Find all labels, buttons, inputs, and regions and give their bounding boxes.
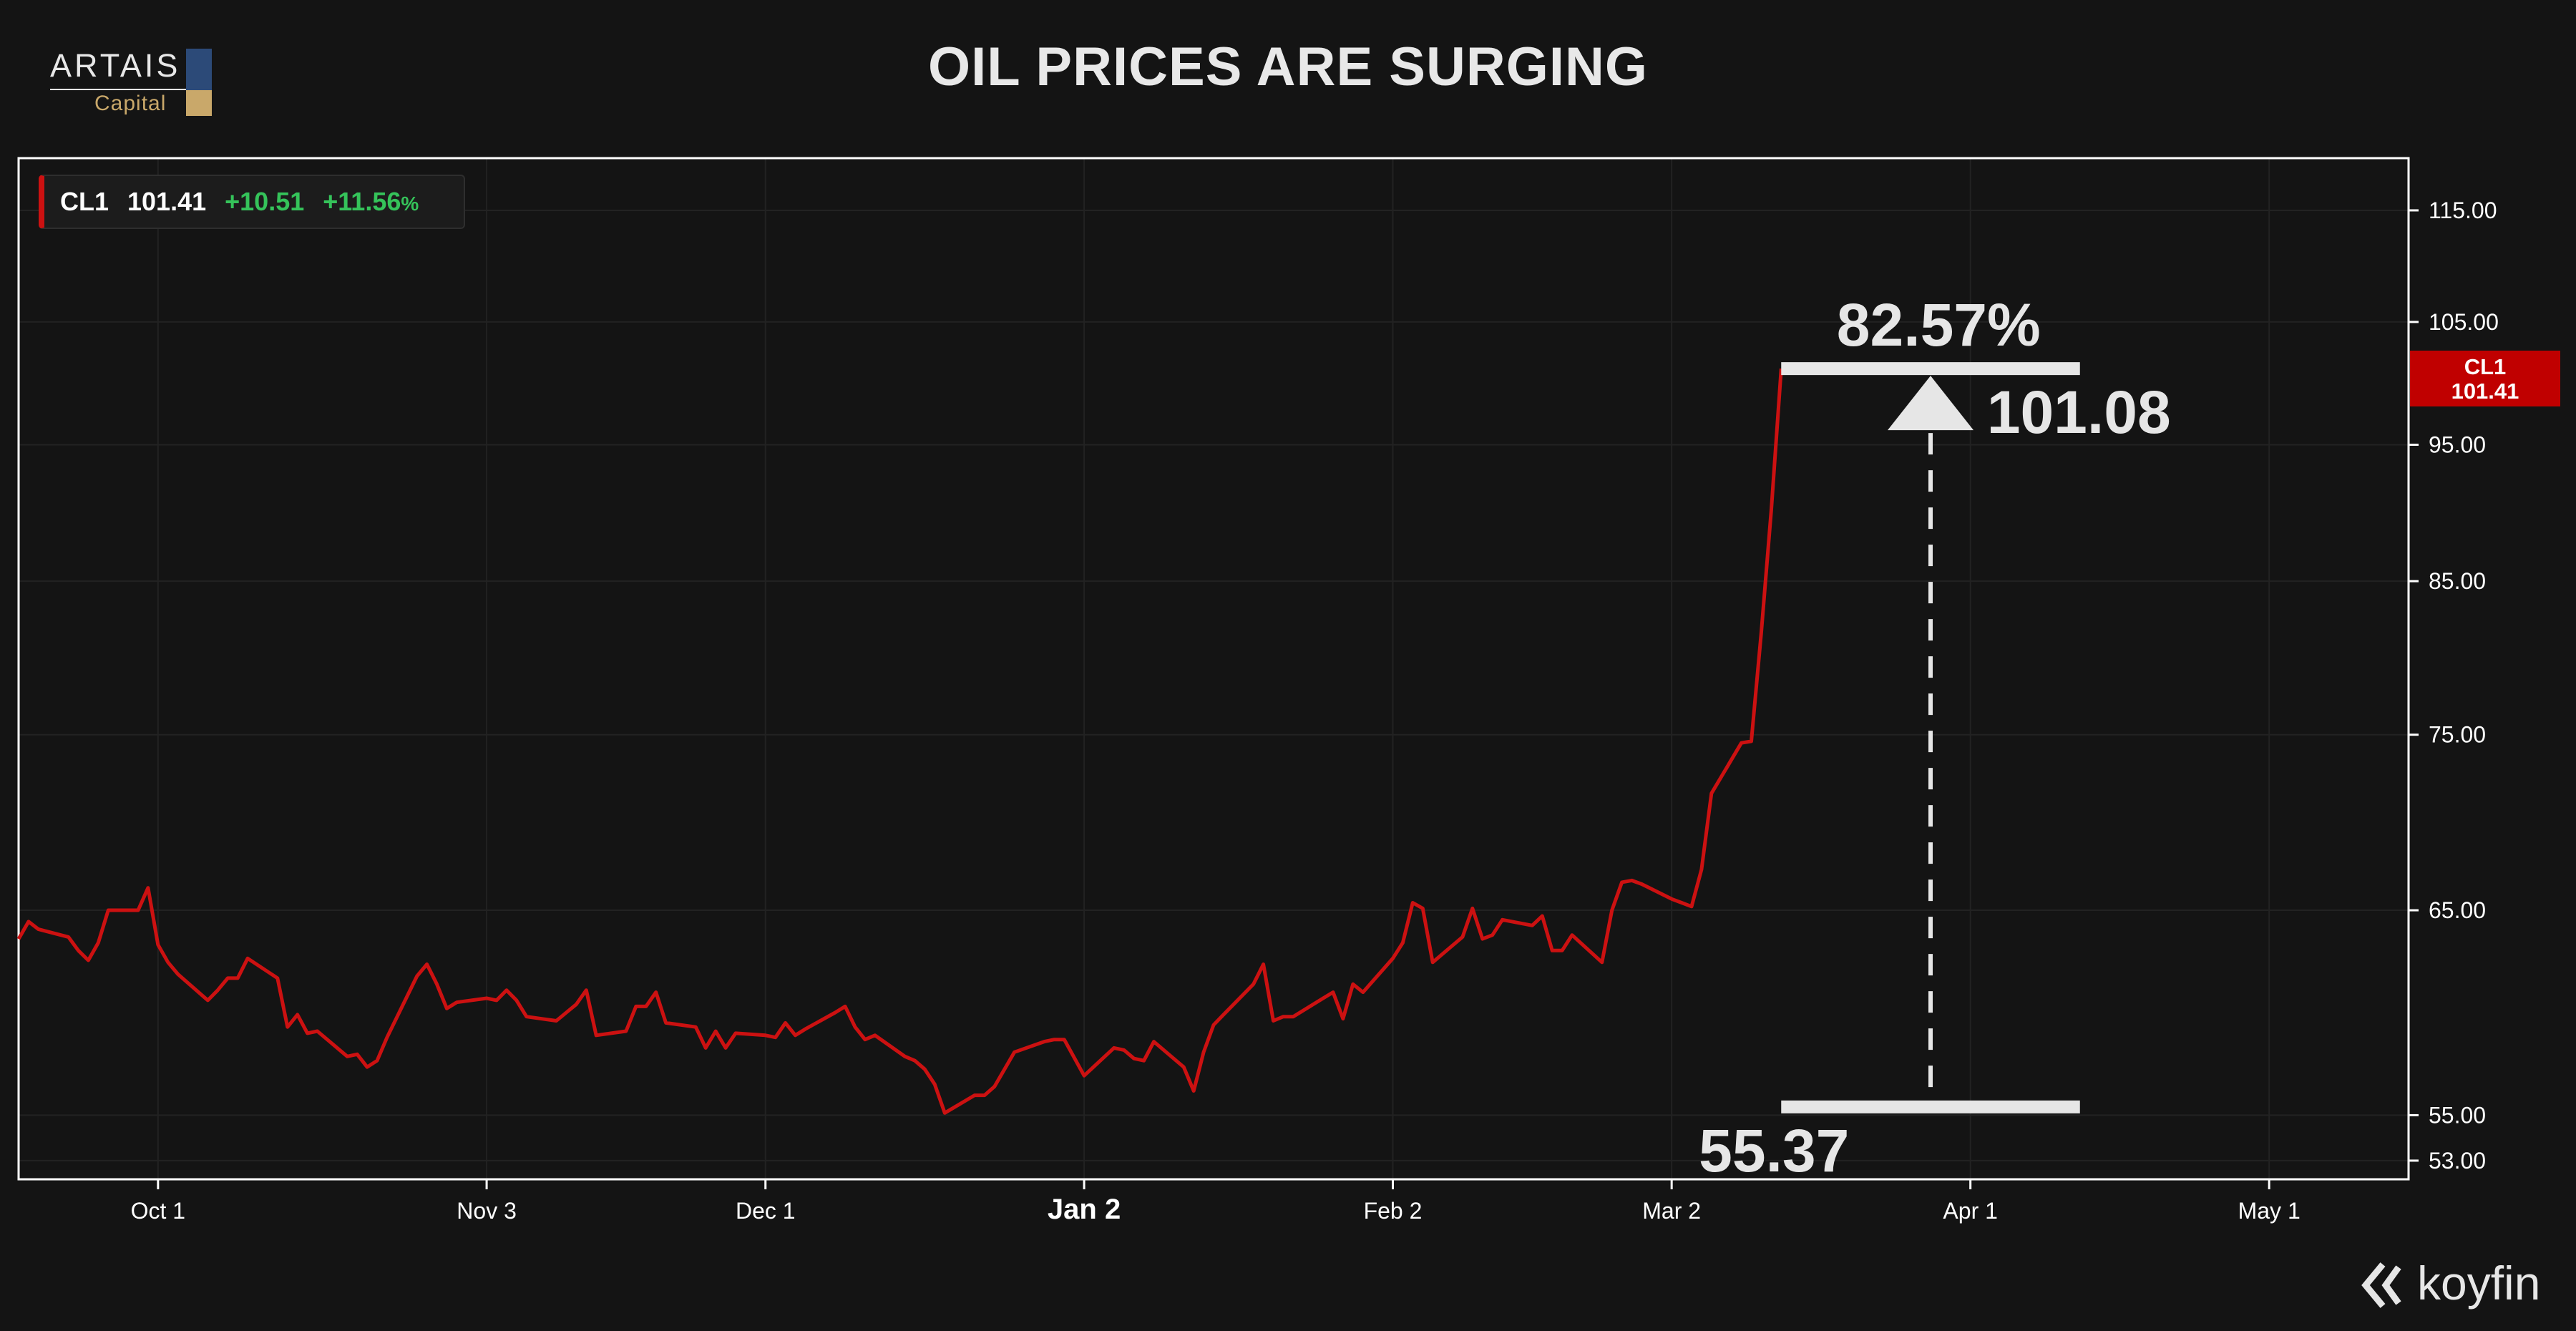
y-tick-label: 95.00 [2429,432,2486,457]
price-tag-value: 101.41 [2451,379,2519,404]
y-tick-label: 53.00 [2429,1148,2486,1174]
legend-change: +10.51 [225,187,305,216]
y-tick-label: 105.00 [2429,309,2499,335]
x-tick-label: May 1 [2238,1198,2301,1224]
up-arrow-icon [1888,376,1974,431]
legend-symbol: CL1 [60,187,109,216]
koyfin-watermark: koyfin [2361,1256,2555,1313]
logo-rule [50,89,186,90]
artais-capital-logo: ARTAIS Capital [50,47,222,119]
low-value-label: 55.37 [1699,1117,1849,1184]
series-line-cl1 [16,368,1783,1115]
logo-subtitle: Capital [94,92,167,115]
y-axis: 53.00 55.00 65.00 75.00 85.00 95.00 105.00 115.… [2409,198,2499,1174]
legend-pct-unit: % [401,192,419,215]
annotation-group: 82.57% 101.08 55.37 [1699,291,2171,1184]
high-value-label: 101.08 [1987,379,2171,446]
chart-title: OIL PRICES ARE SURGING [928,36,1648,97]
x-axis: Oct 1 Nov 3 Dec 1 Jan 2 Feb 2 Mar 2 Apr 1 May 1 [131,1179,2301,1225]
y-tick-label: 55.00 [2429,1102,2486,1128]
logo-gold-square [186,90,212,116]
x-tick-label: Feb 2 [1364,1198,1423,1224]
logo-blue-square [186,49,212,90]
legend-pct-value: +11.56 [323,187,401,216]
x-tick-label: Oct 1 [131,1198,185,1224]
price-tag-symbol: CL1 [2464,354,2507,379]
y-tick-label: 115.00 [2429,198,2497,223]
series-legend: CL1 101.41 +10.51 +11.56% [39,175,465,229]
y-tick-label: 75.00 [2429,722,2486,748]
x-tick-label: Jan 2 [1048,1194,1121,1225]
change-percent-label: 82.57% [1837,291,2041,359]
legend-change-percent: +11.56% [323,187,419,217]
x-tick-label: Mar 2 [1642,1198,1701,1224]
x-tick-label: Dec 1 [736,1198,796,1224]
x-tick-label: Apr 1 [1943,1198,1997,1224]
x-tick-label: Nov 3 [457,1198,517,1224]
logo-name: ARTAIS [50,47,181,84]
koyfin-wordmark: koyfin [2417,1257,2541,1310]
plot-frame [17,157,2410,1181]
current-price-tag: CL1 101.41 [2410,351,2560,406]
koyfin-logo-icon [2361,1262,2401,1308]
y-tick-label: 85.00 [2429,568,2486,594]
chart-grid [19,158,2409,1179]
y-tick-label: 65.00 [2429,897,2486,923]
legend-last-price: 101.41 [127,187,207,216]
